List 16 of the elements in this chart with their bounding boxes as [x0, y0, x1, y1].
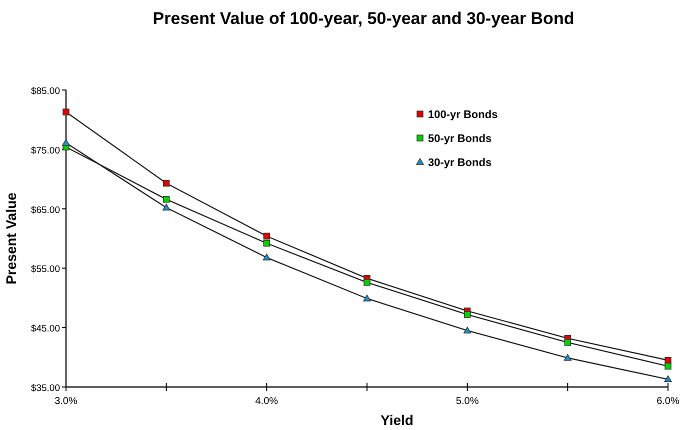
legend-label: 30-yr Bonds	[428, 157, 492, 169]
chart-title: Present Value of 100-year, 50-year and 30-year Bond	[152, 9, 574, 28]
x-tick-label: 5.0%	[456, 396, 479, 407]
legend-label: 100-yr Bonds	[428, 109, 498, 121]
y-tick-label: $45.00	[30, 324, 60, 335]
x-tick-label: 4.0%	[255, 396, 278, 407]
y-axis-title: Present Value	[3, 192, 19, 284]
x-tick-label: 3.0%	[54, 396, 78, 407]
x-tick-label: 6.0%	[656, 396, 680, 407]
y-tick-label: $65.00	[30, 204, 60, 216]
x-axis-title: Yield	[380, 412, 414, 428]
legend-label: 50-yr Bonds	[428, 133, 492, 145]
y-tick-label: $85.00	[30, 86, 60, 97]
y-tick-label: $35.00	[30, 383, 60, 394]
y-tick-label: $55.00	[30, 264, 60, 276]
y-tick-label: $75.00	[30, 145, 60, 156]
